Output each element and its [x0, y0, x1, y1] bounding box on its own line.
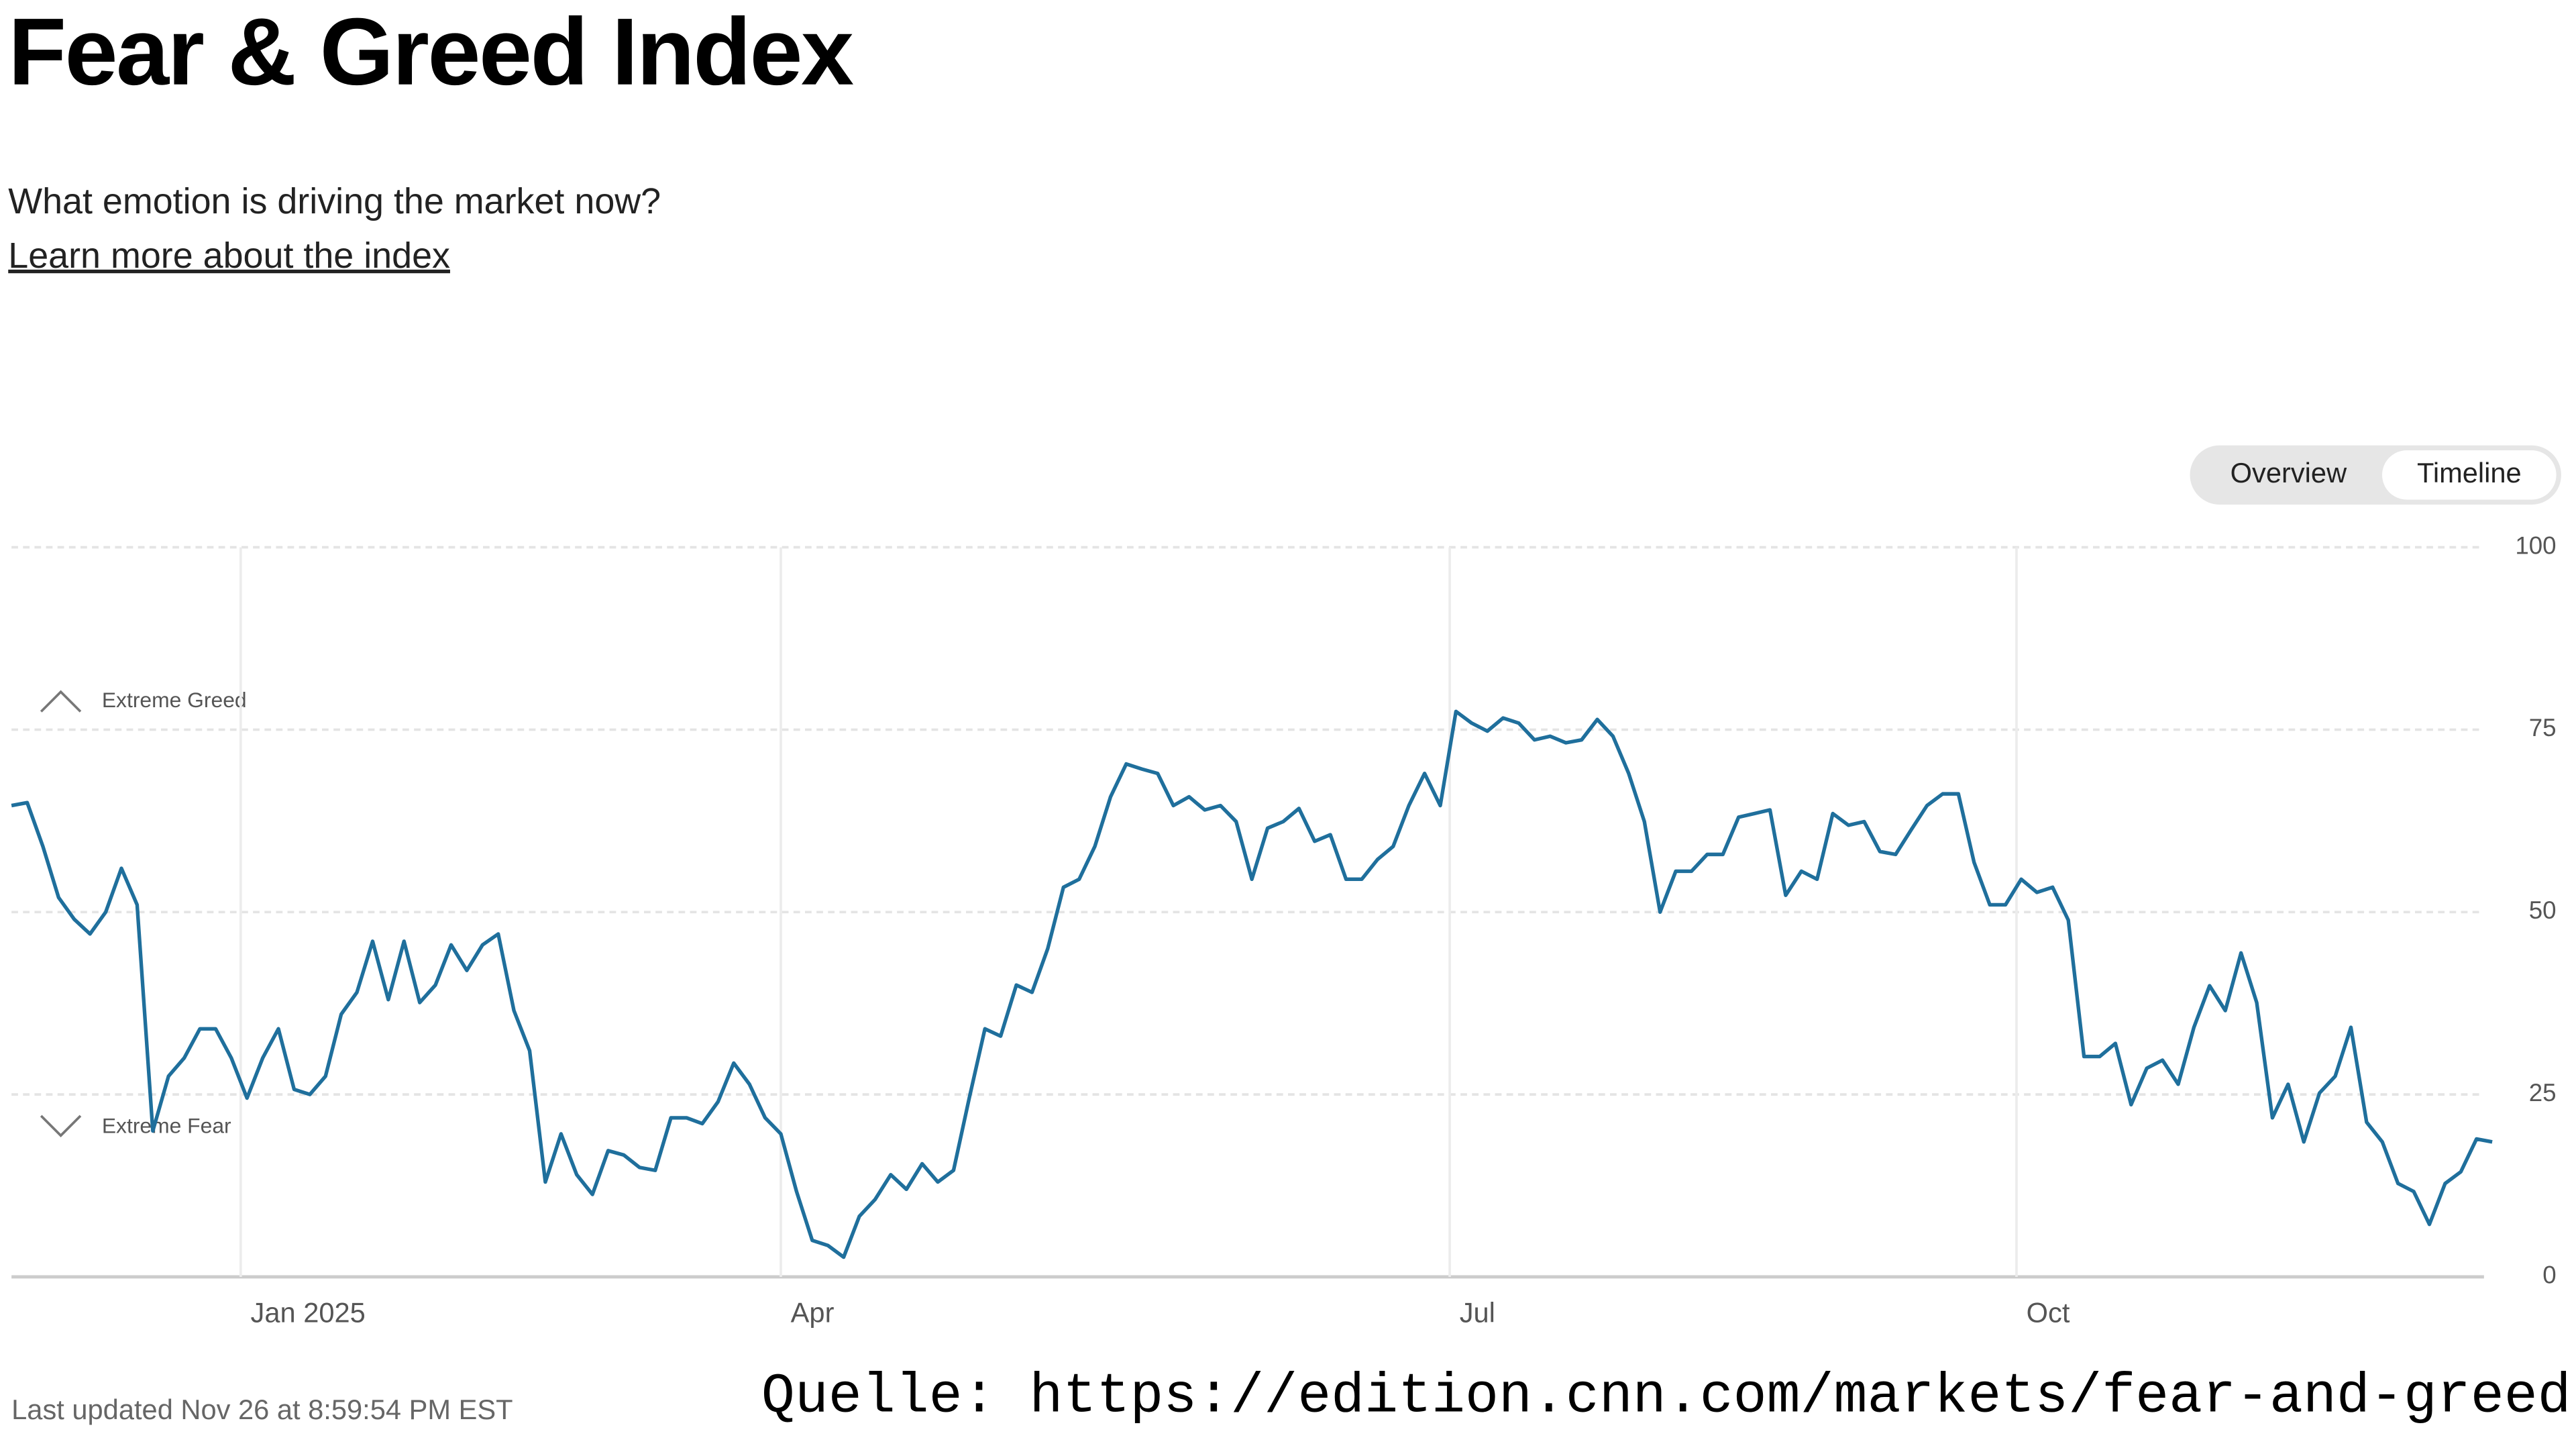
toggle-timeline[interactable]: Timeline: [2417, 457, 2522, 488]
x-tick-label: Oct: [2027, 1296, 2070, 1328]
source-note: Quelle: https://edition.cnn.com/markets/…: [761, 1366, 2571, 1429]
subtitle: What emotion is driving the market now?: [8, 181, 661, 221]
annotation: Extreme Greed: [102, 688, 247, 712]
fear-arrow: [40, 1115, 82, 1137]
x-tick-label: Jan 2025: [251, 1296, 366, 1328]
annotation: Extreme Fear: [102, 1114, 231, 1138]
y-tick-label: 75: [2529, 714, 2557, 741]
y-tick-label: 0: [2542, 1261, 2556, 1289]
index-line: [11, 709, 2493, 1259]
page-title: Fear & Greed Index: [8, 0, 853, 105]
greed-arrow: [40, 690, 82, 713]
y-tick-label: 100: [2515, 531, 2556, 559]
y-tick-label: 25: [2529, 1079, 2557, 1106]
y-tick-label: 50: [2529, 896, 2557, 924]
learn-more-link[interactable]: Learn more about the index: [8, 236, 450, 276]
x-tick-label: Apr: [791, 1296, 835, 1328]
toggle-active: [2382, 450, 2557, 500]
last-updated: Last updated Nov 26 at 8:59:54 PM EST: [11, 1394, 513, 1425]
toggle-overview[interactable]: Overview: [2231, 457, 2347, 488]
x-tick-label: Jul: [1460, 1296, 1495, 1328]
